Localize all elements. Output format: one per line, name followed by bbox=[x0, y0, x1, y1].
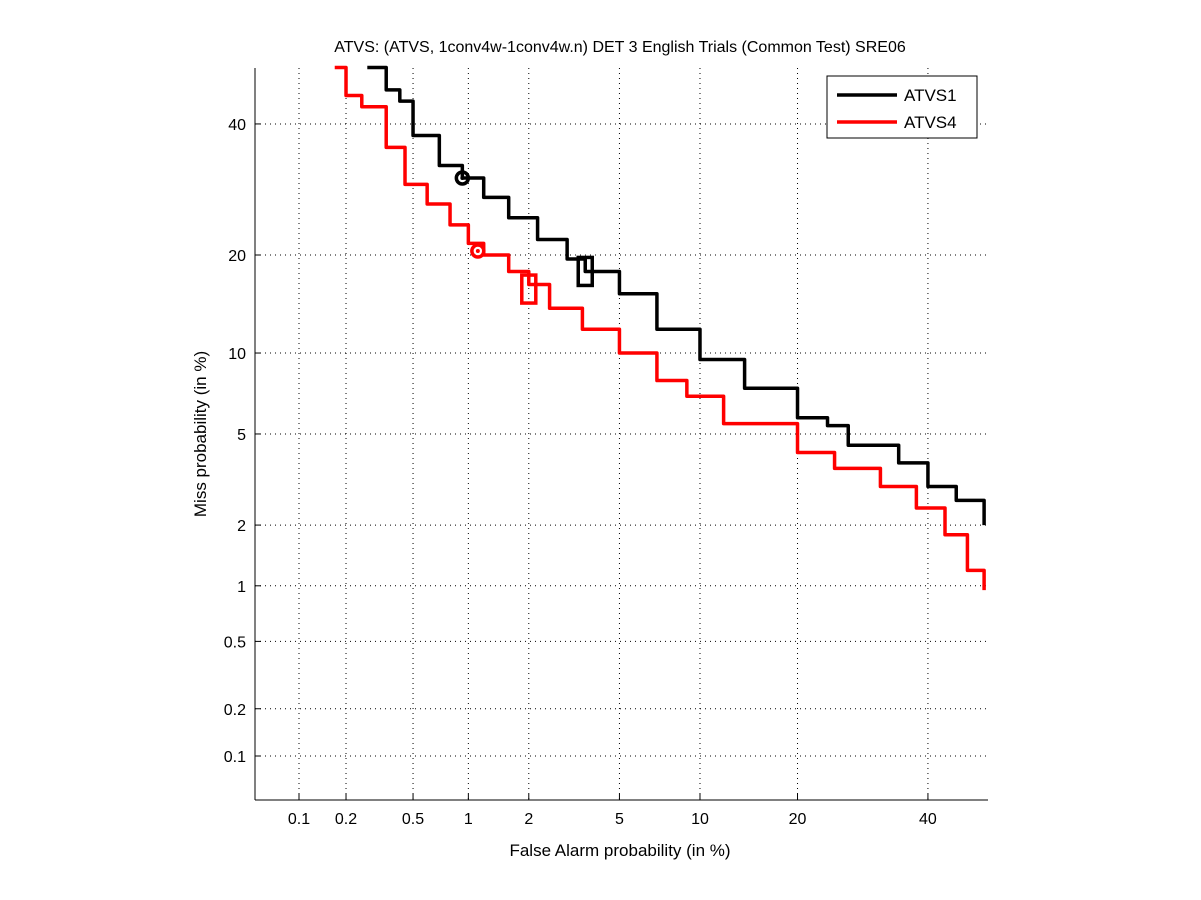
min-dcf-dot-atvs4 bbox=[475, 249, 480, 254]
y-tick-label: 5 bbox=[237, 427, 246, 444]
x-tick-label: 40 bbox=[919, 811, 937, 828]
x-tick-label: 0.1 bbox=[288, 811, 310, 828]
legend: ATVS1 ATVS4 bbox=[826, 75, 978, 139]
act-dcf-marker-atvs4 bbox=[520, 273, 538, 305]
y-tick-label: 40 bbox=[228, 117, 246, 134]
y-tick-label: 0.5 bbox=[224, 634, 246, 651]
min-dcf-dot-atvs1 bbox=[460, 175, 465, 180]
x-tick-label: 2 bbox=[524, 811, 533, 828]
y-tick-label: 0.2 bbox=[224, 702, 246, 719]
y-tick-label: 1 bbox=[237, 579, 246, 596]
series-line-atvs4 bbox=[334, 65, 986, 591]
legend-label-atvs4: ATVS4 bbox=[904, 113, 957, 132]
y-tick-label: 0.1 bbox=[224, 749, 246, 766]
chart-title: ATVS: (ATVS, 1conv4w-1conv4w.n) DET 3 En… bbox=[334, 39, 906, 56]
y-axis-label: Miss probability (in %) bbox=[191, 351, 210, 517]
legend-label-atvs1: ATVS1 bbox=[904, 86, 957, 105]
y-tick-label: 2 bbox=[237, 518, 246, 535]
act-dcf-marker-atvs1 bbox=[576, 255, 594, 288]
min-dcf-marker-atvs1 bbox=[454, 170, 471, 186]
y-tick-label: 20 bbox=[228, 248, 246, 265]
x-tick-label: 10 bbox=[691, 811, 709, 828]
x-tick-label: 5 bbox=[615, 811, 624, 828]
series-line-atvs1 bbox=[367, 65, 986, 526]
legend-box bbox=[826, 75, 978, 139]
x-tick-label: 1 bbox=[464, 811, 473, 828]
x-tick-label: 20 bbox=[789, 811, 807, 828]
x-tick-label: 0.2 bbox=[335, 811, 357, 828]
x-tick-label: 0.5 bbox=[402, 811, 424, 828]
y-tick-label: 10 bbox=[228, 346, 246, 363]
x-axis-label: False Alarm probability (in %) bbox=[509, 841, 730, 860]
min-dcf-marker-atvs4 bbox=[470, 243, 486, 259]
